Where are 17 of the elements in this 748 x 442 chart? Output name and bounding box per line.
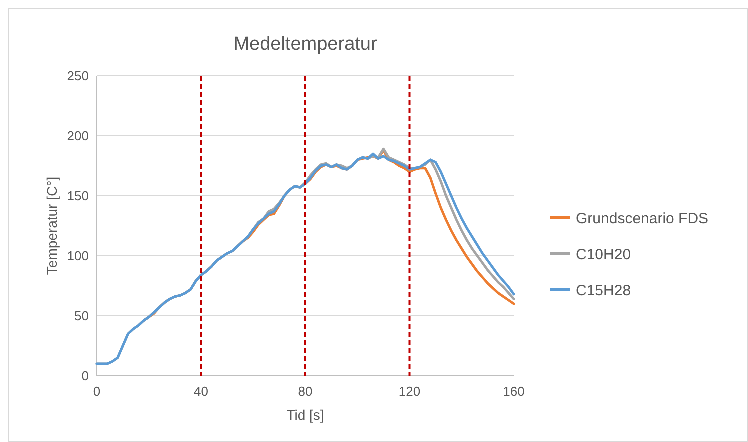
legend-label: C15H28: [576, 282, 632, 300]
y-axis-title: Temperatur [C°]: [44, 176, 60, 276]
y-tick-label: 250: [67, 68, 89, 84]
x-tick-label: 0: [93, 384, 101, 399]
x-tick-label: 160: [503, 384, 525, 399]
x-tick-label: 120: [398, 384, 421, 399]
legend-label: Grundscenario FDS: [576, 210, 709, 228]
y-tick-label: 200: [67, 128, 89, 144]
y-tick-label: 100: [67, 248, 89, 264]
legend-label: C10H20: [576, 246, 632, 264]
y-tick-label: 150: [67, 188, 89, 204]
x-axis-title: Tid [s]: [286, 407, 324, 423]
y-tick-label: 50: [74, 308, 89, 324]
y-tick-label: 0: [82, 368, 89, 384]
x-tick-label: 40: [194, 384, 208, 399]
chart-title: Medeltemperatur: [234, 34, 378, 55]
x-tick-label: 80: [298, 384, 313, 399]
